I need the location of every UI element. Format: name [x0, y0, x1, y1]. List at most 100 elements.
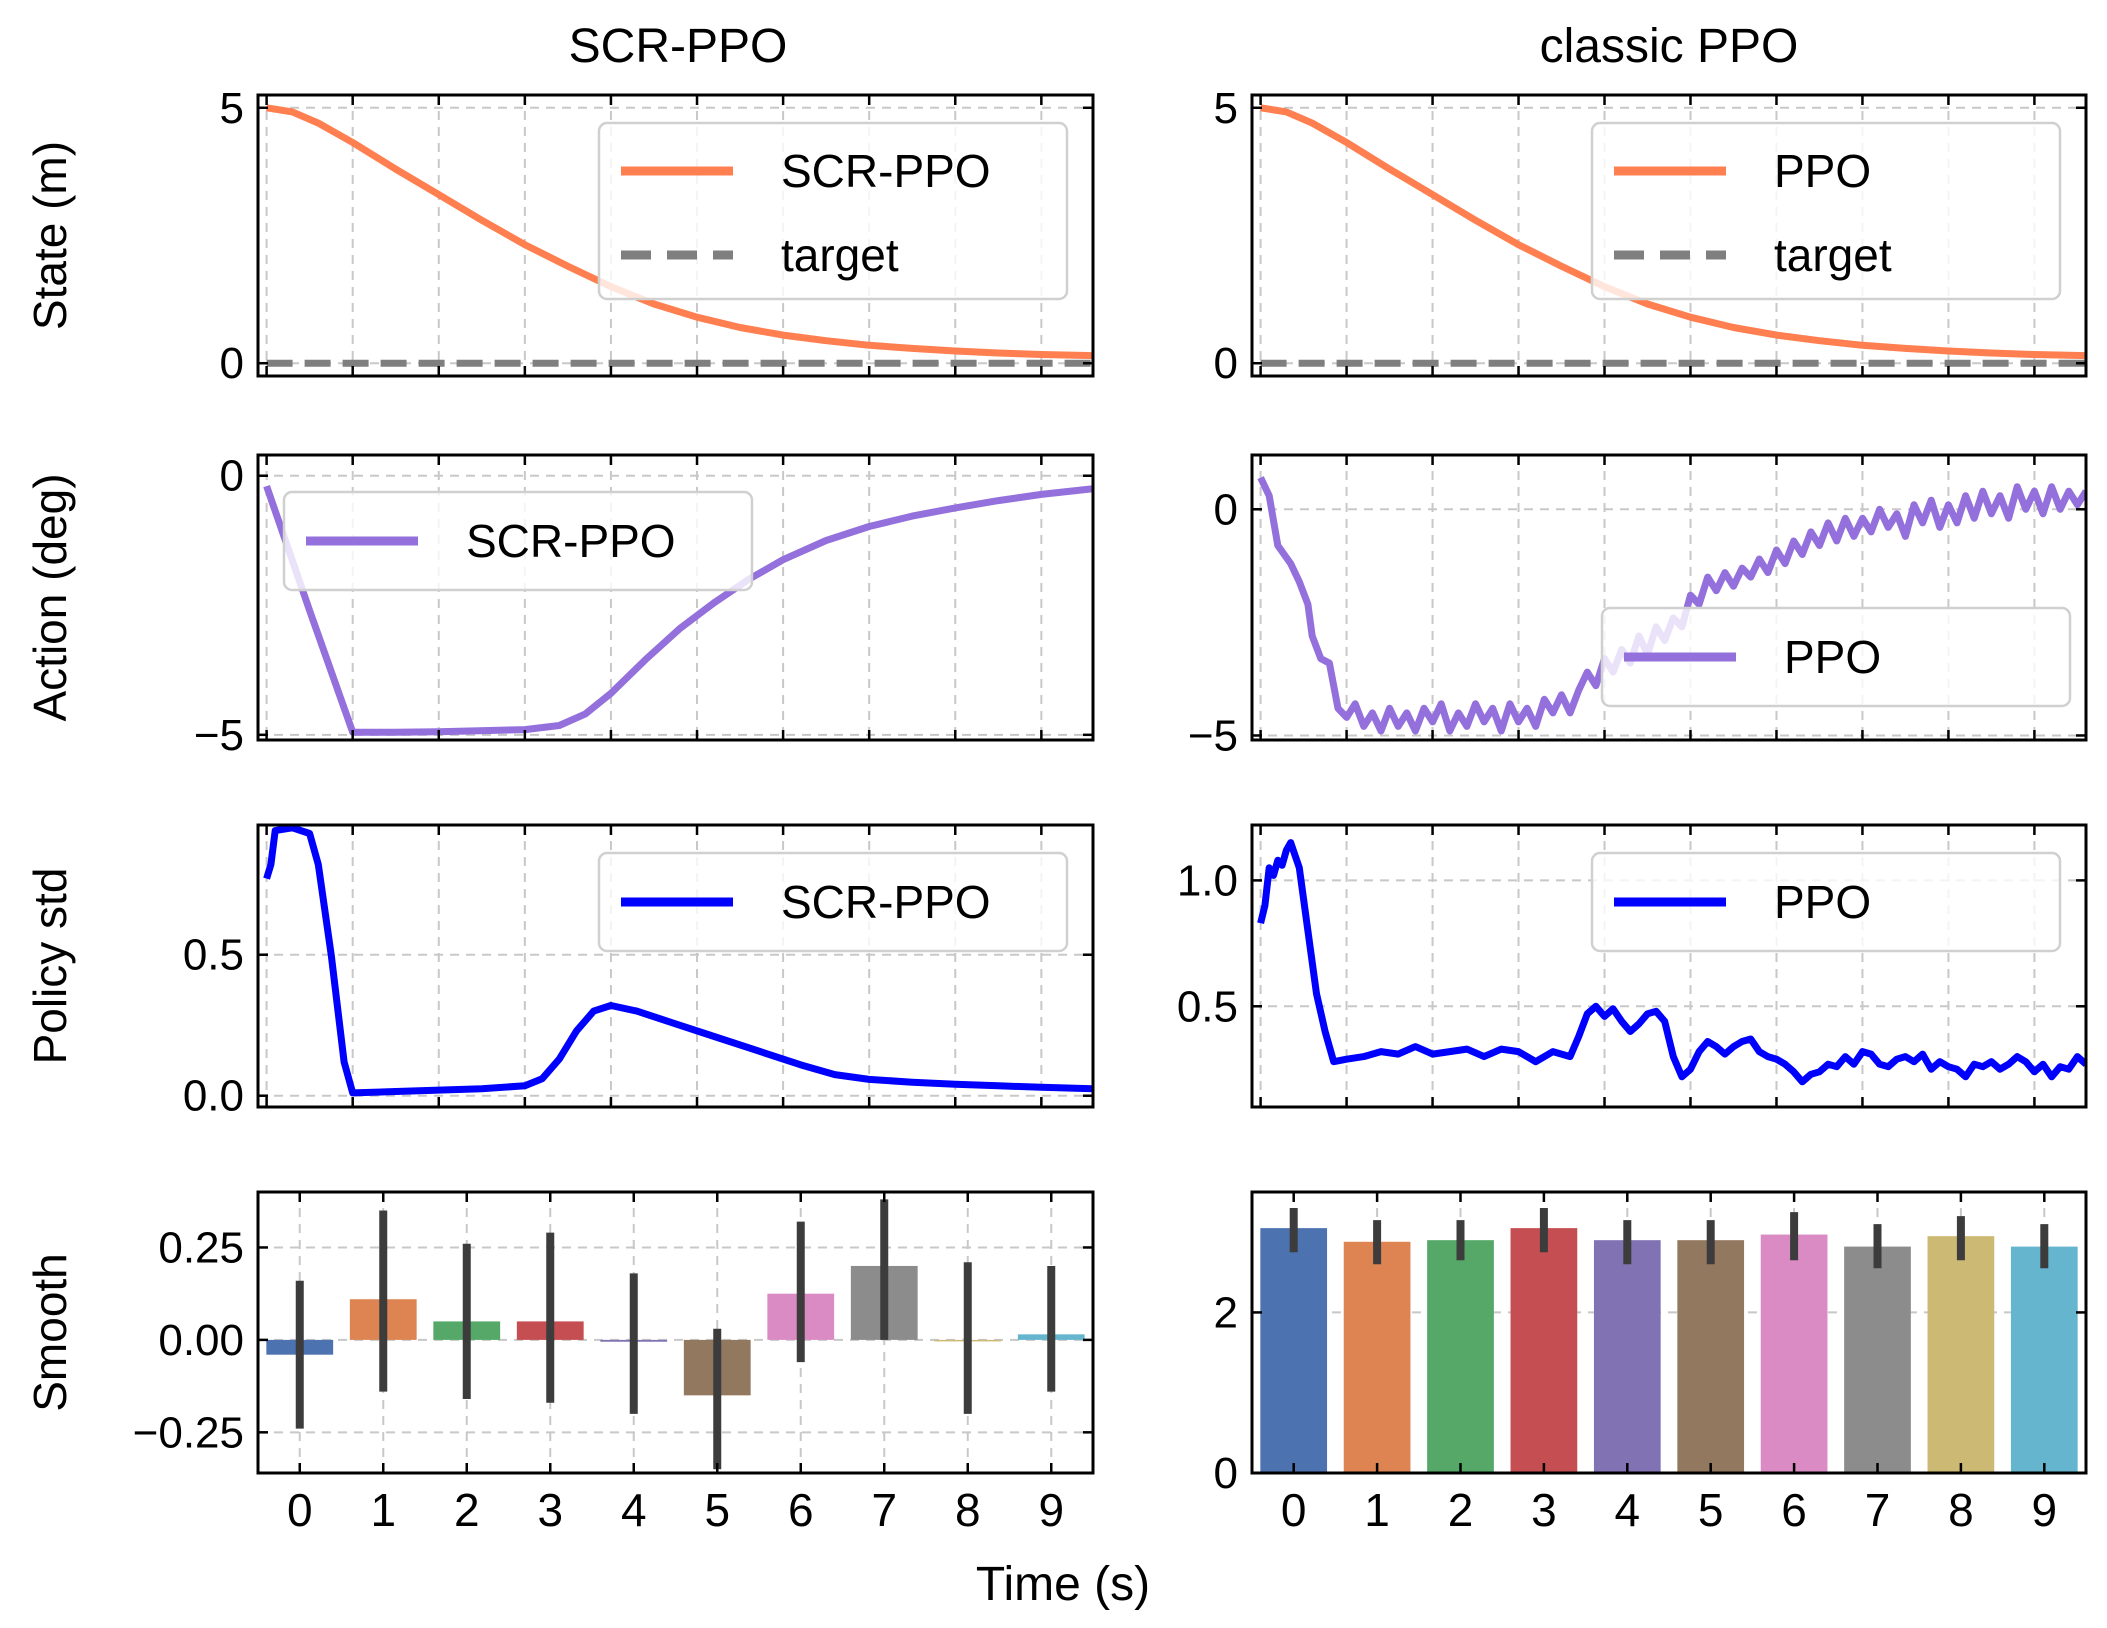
legend: SCR-PPO: [282, 490, 754, 592]
x-tick-label: 6: [788, 1484, 814, 1536]
legend-box: [597, 851, 1069, 953]
y-axis-label: Policy std: [24, 868, 76, 1065]
ticks: [1252, 455, 2086, 740]
bar-3: [1510, 1228, 1578, 1473]
bar-8: [1927, 1236, 1995, 1473]
x-tick-label: 9: [1038, 1484, 1064, 1536]
bar-9: [2010, 1246, 2078, 1473]
title-scr-ppo: SCR-PPO: [569, 20, 788, 73]
x-tick-label: 0: [287, 1484, 313, 1536]
y-tick-label: 0.5: [183, 931, 244, 980]
legend: SCR-PPO: [597, 851, 1069, 953]
y-tick-label: 2: [1214, 1288, 1238, 1337]
axes-frame: [1250, 453, 2088, 742]
x-axis-title: Time (s): [976, 1558, 1150, 1611]
panel-smooth-ppo: 0 2 0 1 2 3 4 5 6 7 8 9: [1214, 1190, 2088, 1536]
bar-1: [1343, 1241, 1411, 1473]
legend: SCR-PPO target: [597, 121, 1069, 301]
legend-label: SCR-PPO: [466, 515, 676, 567]
y-tick-label: −5: [1188, 711, 1238, 760]
x-tick-label: 2: [1448, 1484, 1474, 1536]
panel-state-ppo: 0 5 PPO target: [1214, 84, 2088, 388]
series-line-scr-ppo: [266, 104, 1093, 360]
series-line-ppo: [1257, 839, 2086, 1086]
x-tick-label: 3: [537, 1484, 563, 1536]
x-tick-label: 3: [1531, 1484, 1557, 1536]
y-tick-label: 0.0: [183, 1072, 244, 1121]
x-tick-label: 7: [1865, 1484, 1891, 1536]
y-tick-label: 0.5: [1177, 982, 1238, 1031]
axes-frame: [1250, 1190, 2088, 1475]
x-tick-label: 7: [871, 1484, 897, 1536]
axes-frame: [256, 453, 1095, 742]
legend-box: [1590, 851, 2062, 953]
ticks: [1252, 1192, 2086, 1475]
x-tick-label: 6: [1781, 1484, 1807, 1536]
ticks: [258, 95, 1093, 376]
y-tick-label: −0.25: [133, 1408, 244, 1457]
bar-6: [1760, 1234, 1828, 1473]
ticks: [1252, 825, 2086, 1107]
y-tick-label: 0.25: [158, 1223, 244, 1272]
panel-state-scr: 0 5 State (m) SCR-PPO target: [24, 84, 1095, 388]
bar-7: [1844, 1246, 1911, 1473]
panel-action-scr: −5 0 Action (deg) SCR-PPO: [24, 452, 1095, 760]
series-line-scr-ppo: [263, 484, 1093, 736]
legend-box: [1600, 606, 2072, 708]
y-tick-label: 0: [220, 339, 244, 388]
panel-action-ppo: −5 0 PPO: [1188, 453, 2088, 760]
bar-0: [1260, 1228, 1328, 1473]
legend: PPO: [1600, 606, 2072, 708]
y-tick-label: 0.00: [158, 1316, 244, 1365]
plot-area: [1260, 104, 2086, 367]
x-tick-label: 5: [704, 1484, 730, 1536]
y-axis-label: Action (deg): [24, 473, 76, 721]
x-tick-label: 0: [1281, 1484, 1307, 1536]
x-tick-label: 9: [2032, 1484, 2058, 1536]
grid: [258, 455, 1093, 740]
ticks: [258, 1192, 1093, 1473]
x-tick-label: 4: [621, 1484, 647, 1536]
legend-label: SCR-PPO: [781, 145, 991, 197]
ticks: [258, 455, 1093, 740]
series-line-scr-ppo: [263, 825, 1093, 1097]
y-tick-label: 0: [1214, 339, 1238, 388]
legend-label: target: [781, 229, 899, 281]
y-axis-label: Smooth: [24, 1253, 76, 1412]
axes-frame: [1250, 823, 2088, 1109]
y-tick-label: 5: [1214, 84, 1238, 133]
legend-label: PPO: [1774, 145, 1871, 197]
x-tick-label: 8: [1948, 1484, 1974, 1536]
x-tick-label: 1: [1364, 1484, 1390, 1536]
panel-std-ppo: 0.5 1.0 PPO: [1177, 823, 2088, 1109]
panel-std-scr: 0.0 0.5 Policy std SCR-PPO: [24, 823, 1095, 1121]
bar-5: [1677, 1240, 1745, 1473]
y-tick-label: 0: [1214, 485, 1238, 534]
y-tick-label: 1.0: [1177, 856, 1238, 905]
ticks: [258, 825, 1093, 1107]
x-tick-label: 4: [1615, 1484, 1641, 1536]
y-tick-label: 0: [220, 452, 244, 501]
legend-label: PPO: [1784, 631, 1881, 683]
grid: [258, 825, 1093, 1107]
axes-frame: [1250, 93, 2088, 378]
series-line-ppo: [1260, 104, 2086, 360]
y-tick-label: 5: [220, 84, 244, 133]
y-axis-label: State (m): [24, 141, 76, 330]
x-tick-label: 8: [955, 1484, 981, 1536]
axes-frame: [256, 823, 1095, 1109]
x-tick-label: 5: [1698, 1484, 1724, 1536]
axes-frame: [256, 1190, 1095, 1475]
legend-box: [282, 490, 754, 592]
legend-label: PPO: [1774, 876, 1871, 928]
plot-area: [266, 104, 1093, 367]
legend: PPO: [1590, 851, 2062, 953]
legend-label: SCR-PPO: [781, 876, 991, 928]
x-tick-label: 2: [454, 1484, 480, 1536]
bar-4: [1593, 1240, 1661, 1473]
plot-area: [266, 1199, 1085, 1470]
plot-area: [263, 825, 1093, 1097]
plot-area: [263, 484, 1093, 736]
x-tick-label: 1: [370, 1484, 396, 1536]
